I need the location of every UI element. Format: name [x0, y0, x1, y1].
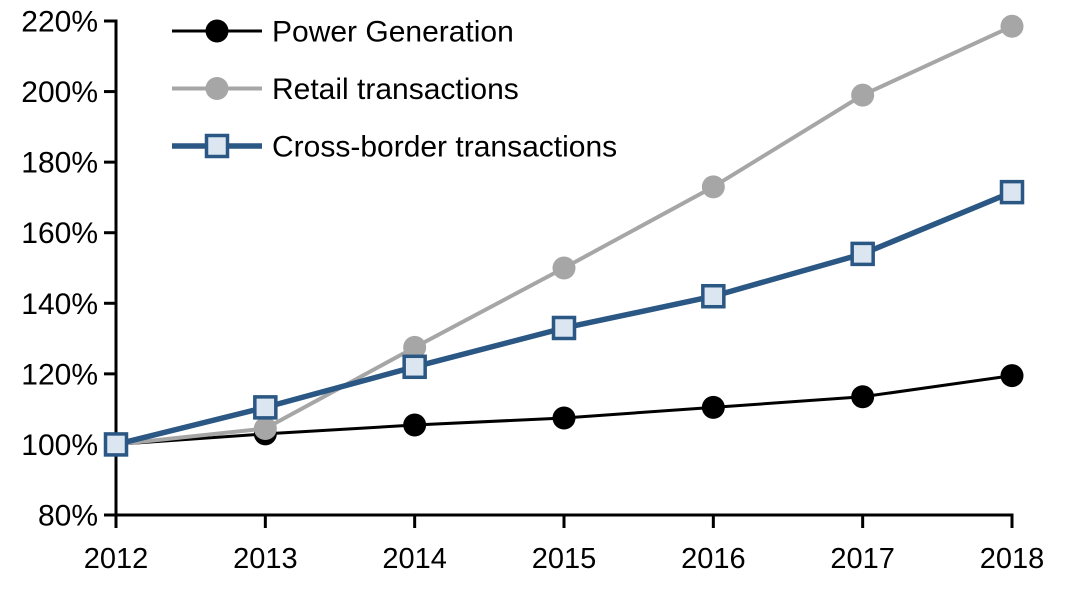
circle-marker-retail-transactions — [851, 83, 875, 107]
square-marker-cross-border-transactions — [551, 315, 577, 341]
circle-marker-power-generation — [403, 413, 427, 437]
legend-item-retail-transactions: Retail transactions — [172, 73, 519, 106]
x-tick-label: 2015 — [532, 543, 597, 575]
y-tick-label: 160% — [21, 217, 98, 250]
y-tick-label: 100% — [21, 429, 98, 462]
series-retail-transactions — [104, 14, 1024, 456]
x-tick-label: 2016 — [681, 543, 746, 575]
circle-marker-legend-retail-transactions — [205, 77, 229, 100]
square-marker-cross-border-transactions — [701, 283, 726, 309]
axis-labels: 80% 100% 120% 140% 160% 180% 200% 220% 2012 2013 2… — [21, 6, 1044, 576]
circle-marker-retail-transactions — [403, 335, 427, 359]
y-tick-label: 220% — [21, 6, 98, 39]
circle-marker-retail-transactions — [701, 175, 725, 199]
y-tick-label: 140% — [21, 288, 98, 321]
circle-marker-power-generation — [851, 385, 875, 409]
circle-marker-retail-transactions — [1000, 14, 1024, 38]
y-tick-label: 80% — [38, 500, 98, 533]
series-cross-border-transactions — [103, 179, 1025, 457]
x-tick-label: 2018 — [980, 543, 1045, 575]
x-tick-label: 2012 — [84, 543, 149, 575]
square-marker-cross-border-transactions — [850, 241, 875, 267]
series-lines — [103, 14, 1025, 457]
circle-marker-retail-transactions — [552, 256, 576, 280]
y-tick-label: 120% — [21, 358, 98, 391]
circle-marker-legend-power-generation — [205, 19, 229, 43]
series-power-generation — [104, 364, 1024, 456]
square-marker-cross-border-transactions — [103, 432, 129, 457]
circle-marker-power-generation — [552, 406, 576, 430]
legend-label-retail-transactions: Retail transactions — [272, 73, 519, 106]
legend: Power Generation Retail transactions Cross… — [172, 16, 617, 164]
legend-item-cross-border-transactions: Cross-border transactions — [172, 131, 617, 164]
circle-marker-power-generation — [701, 395, 725, 419]
circle-marker-power-generation — [1000, 364, 1024, 388]
square-marker-legend-cross-border-transactions — [204, 133, 230, 159]
y-tick-label: 200% — [21, 76, 98, 109]
x-tick-label: 2013 — [233, 543, 298, 575]
y-tick-label: 180% — [21, 147, 98, 180]
square-marker-cross-border-transactions — [999, 179, 1025, 205]
square-marker-cross-border-transactions — [253, 395, 278, 420]
legend-label-cross-border-transactions: Cross-border transactions — [272, 131, 617, 164]
circle-marker-retail-transactions — [253, 417, 277, 441]
x-tick-label: 2017 — [830, 543, 895, 575]
legend-item-power-generation: Power Generation — [172, 16, 514, 49]
square-marker-cross-border-transactions — [402, 354, 427, 380]
x-tick-label: 2014 — [382, 543, 447, 575]
legend-label-power-generation: Power Generation — [272, 16, 514, 49]
